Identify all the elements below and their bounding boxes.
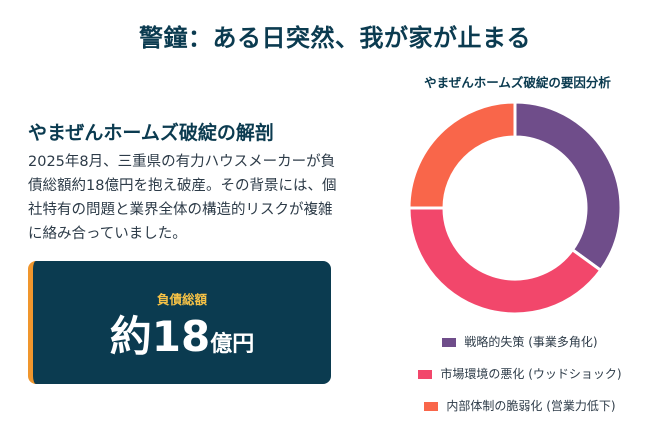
- debt-total-amount: 約18: [109, 312, 211, 361]
- debt-total-card: 負債総額 約18億円: [28, 261, 331, 384]
- chart-title: やまぜんホームズ破綻の要因分析: [424, 75, 611, 90]
- legend-label: 市場環境の悪化 (ウッドショック): [440, 367, 622, 381]
- legend-swatch: [424, 402, 439, 411]
- legend-label: 内部体制の脆弱化 (営業力低下): [446, 399, 616, 413]
- section-body-text: 2025年8月、三重県の有力ハウスメーカーが負債総額約18億円を抱え破産。その背…: [28, 154, 337, 242]
- section-heading: やまぜんホームズ破綻の解剖: [28, 122, 274, 144]
- donut-slice: [407, 206, 603, 316]
- legend-item: 戦略的失策 (事業多角化): [400, 333, 640, 350]
- legend-swatch: [442, 338, 457, 347]
- donut-slice: [513, 100, 623, 273]
- page-title: 警鐘：ある日突然、我が家が止まる: [139, 24, 531, 52]
- legend-item: 内部体制の脆弱化 (営業力低下): [400, 397, 640, 414]
- debt-total-value: 約18億円: [33, 311, 331, 371]
- debt-total-unit: 億円: [210, 332, 255, 357]
- legend-item: 市場環境の悪化 (ウッドショック): [400, 365, 640, 382]
- legend-swatch: [418, 370, 433, 379]
- legend-label: 戦略的失策 (事業多角化): [464, 335, 598, 349]
- donut-chart: [407, 100, 623, 316]
- donut-slice: [407, 100, 517, 210]
- debt-total-label: 負債総額: [156, 292, 207, 307]
